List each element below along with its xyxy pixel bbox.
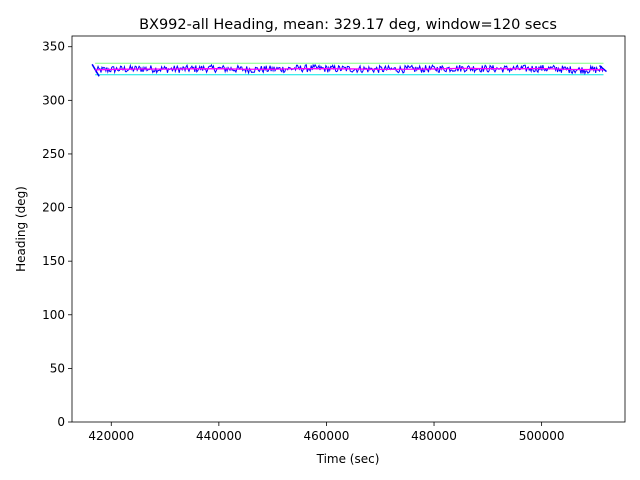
chart-title: BX992-all Heading, mean: 329.17 deg, win…	[139, 17, 557, 33]
rolling-mean-line	[95, 67, 604, 71]
y-tick-label: 350	[42, 40, 65, 54]
y-tick-label: 100	[42, 308, 65, 322]
plot-area	[91, 62, 607, 77]
y-tick-label: 300	[42, 93, 65, 107]
y-tick-label: 50	[50, 361, 65, 375]
y-tick-label: 0	[57, 415, 65, 429]
x-tick-label: 420000	[88, 429, 134, 443]
x-tick-label: 500000	[519, 429, 565, 443]
x-tick-label: 440000	[196, 429, 242, 443]
plot-frame	[71, 35, 626, 423]
y-tick-label: 200	[42, 201, 65, 215]
axis-ticks: 420000 440000 460000 480000 500000 0 50 100 150 2…	[42, 40, 564, 443]
y-axis-label: Heading (deg)	[14, 186, 28, 272]
y-tick-label: 150	[42, 254, 65, 268]
series-end-marker	[598, 64, 607, 73]
x-tick-label: 460000	[304, 429, 350, 443]
x-tick-label: 480000	[411, 429, 457, 443]
y-tick-label: 250	[42, 147, 65, 161]
x-axis-label: Time (sec)	[316, 452, 380, 466]
